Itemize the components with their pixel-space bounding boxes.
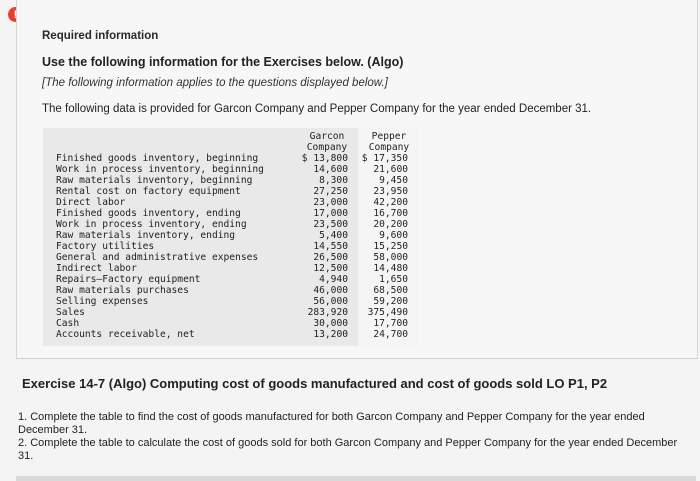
- pepper-value: 9,600: [379, 230, 408, 241]
- pepper-value: 68,500: [373, 285, 408, 296]
- row-label: Raw materials inventory, ending: [56, 230, 236, 241]
- garcon-value: 8,300: [319, 175, 348, 186]
- pepper-value: $ 17,350: [361, 153, 408, 164]
- pepper-value: 9,450: [379, 175, 408, 186]
- instruction-1: 1. Complete the table to find the cost o…: [18, 411, 645, 436]
- table-row: Indirect labor 12,500 14,480: [43, 263, 418, 274]
- table-row: Repairs—Factory equipment 4,940 1,650: [43, 274, 418, 285]
- row-label: Accounts receivable, net: [56, 329, 195, 340]
- row-label: Finished goods inventory, beginning: [56, 153, 259, 164]
- garcon-value: 23,000: [313, 197, 348, 208]
- pepper-header-line1: Pepper: [371, 131, 407, 142]
- garcon-value: 30,000: [313, 318, 348, 329]
- table-row: Sales 283,920 375,490: [43, 307, 418, 318]
- garcon-value: 27,250: [313, 186, 348, 197]
- row-label: Work in process inventory, beginning: [56, 164, 264, 175]
- table-row: Raw materials purchases 46,000 68,500: [43, 285, 418, 296]
- garcon-header-line1: Garcon: [309, 131, 345, 142]
- garcon-value: 13,200: [313, 329, 348, 340]
- garcon-value: 5,400: [319, 230, 348, 241]
- pepper-value: 1,650: [379, 274, 408, 285]
- row-label: Cash: [56, 318, 80, 329]
- row-label: Raw materials inventory, beginning: [56, 175, 253, 186]
- pepper-value: 42,200: [373, 197, 408, 208]
- pepper-value: 59,200: [373, 296, 408, 307]
- table-row: Direct labor 23,000 42,200: [43, 197, 418, 208]
- company-data-table: Garcon Company Pepper Company Finished g…: [43, 128, 418, 346]
- garcon-value: 12,500: [313, 263, 348, 274]
- garcon-column-header: Garcon Company: [301, 131, 353, 153]
- garcon-header-line2: Company: [306, 142, 348, 153]
- garcon-value: 17,000: [313, 208, 348, 219]
- garcon-value: $ 13,800: [301, 153, 348, 164]
- table-row: Raw materials inventory, ending 5,400 9,60…: [43, 230, 418, 241]
- garcon-value: 283,920: [307, 307, 348, 318]
- required-info-title: Required information: [42, 30, 159, 42]
- table-row: Finished goods inventory, beginning $ 13,…: [43, 153, 418, 164]
- row-label: Sales: [56, 307, 85, 318]
- garcon-value: 4,940: [319, 274, 348, 285]
- row-label: Factory utilities: [56, 241, 155, 252]
- exercise-title: Exercise 14-7 (Algo) Computing cost of g…: [22, 376, 608, 391]
- row-label: Selling expenses: [56, 296, 149, 307]
- pepper-value: 23,950: [373, 186, 408, 197]
- table-row: Cash 30,000 17,700: [43, 318, 418, 329]
- data-provided-text: The following data is provided for Garco…: [42, 103, 592, 115]
- pepper-value: 15,250: [373, 241, 408, 252]
- instruction-2: 2. Complete the table to calculate the c…: [18, 437, 678, 462]
- table-row: Rental cost on factory equipment 27,250 23…: [43, 186, 418, 197]
- pepper-value: 21,600: [373, 164, 408, 175]
- row-label: Repairs—Factory equipment: [56, 274, 201, 285]
- table-row: Selling expenses 56,000 59,200: [43, 296, 418, 307]
- garcon-value: 23,500: [313, 219, 348, 230]
- pepper-column-header: Pepper Company: [361, 131, 417, 153]
- row-label: Rental cost on factory equipment: [56, 186, 241, 197]
- pepper-value: 17,700: [373, 318, 408, 329]
- pepper-header-line2: Company: [368, 142, 410, 153]
- table-row: Work in process inventory, ending 23,500 2…: [43, 219, 418, 230]
- row-label: Direct labor: [56, 197, 126, 208]
- bottom-divider: [16, 476, 696, 481]
- table-row: Accounts receivable, net 13,200 24,700: [43, 329, 418, 340]
- table-row: General and administrative expenses 26,50…: [43, 252, 418, 263]
- table-row: Finished goods inventory, ending 17,000 16…: [43, 208, 418, 219]
- row-label: Raw materials purchases: [56, 285, 189, 296]
- row-label: Finished goods inventory, ending: [56, 208, 241, 219]
- table-row: Factory utilities 14,550 15,250: [43, 241, 418, 252]
- row-label: General and administrative expenses: [56, 252, 259, 263]
- garcon-value: 46,000: [313, 285, 348, 296]
- pepper-value: 58,000: [373, 252, 408, 263]
- use-following-heading: Use the following information for the Ex…: [42, 55, 404, 69]
- instructions: 1. Complete the table to find the cost o…: [18, 411, 678, 463]
- table-row: Work in process inventory, beginning 14,6…: [43, 164, 418, 175]
- pepper-value: 16,700: [373, 208, 408, 219]
- garcon-value: 14,600: [313, 164, 348, 175]
- pepper-value: 24,700: [373, 329, 408, 340]
- applies-note: [The following information applies to th…: [42, 77, 388, 89]
- pepper-value: 14,480: [373, 263, 408, 274]
- pepper-value: 375,490: [367, 307, 408, 318]
- garcon-value: 14,550: [313, 241, 348, 252]
- pepper-column-background: [358, 128, 418, 346]
- pepper-value: 20,200: [373, 219, 408, 230]
- garcon-value: 26,500: [313, 252, 348, 263]
- garcon-value: 56,000: [313, 296, 348, 307]
- row-label: Work in process inventory, ending: [56, 219, 247, 230]
- row-label: Indirect labor: [56, 263, 137, 274]
- table-row: Raw materials inventory, beginning 8,300 9…: [43, 175, 418, 186]
